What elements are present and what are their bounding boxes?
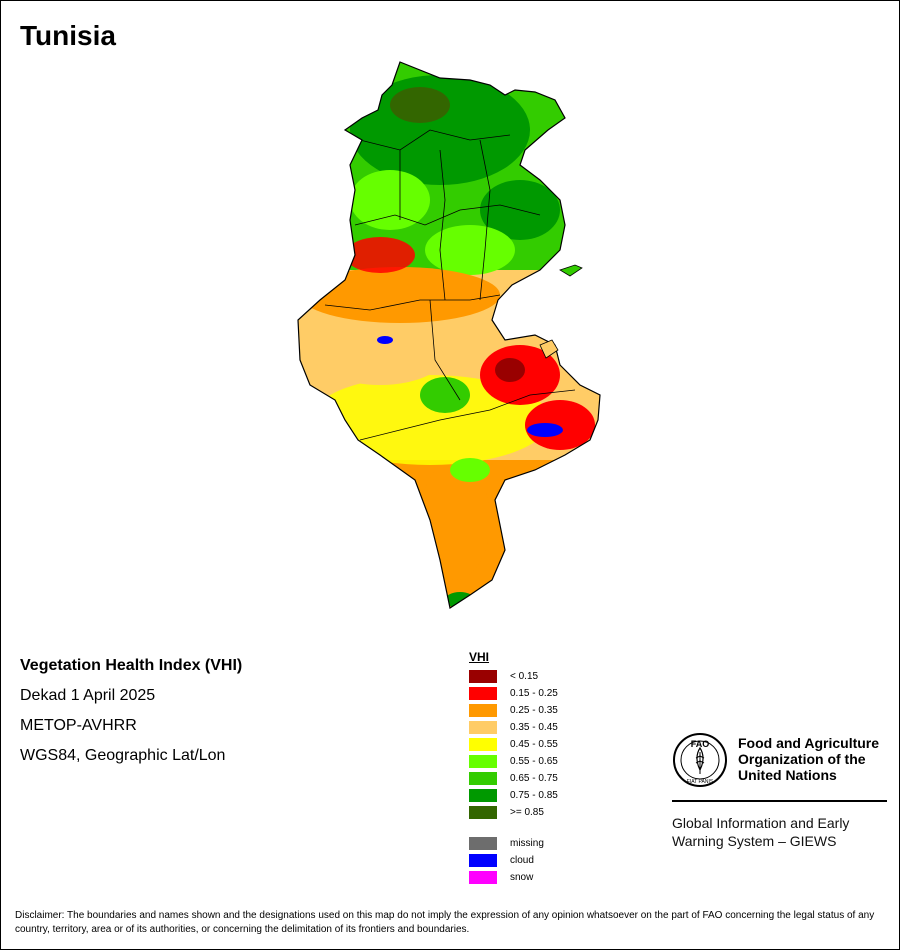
legend-item: 0.35 - 0.45: [469, 719, 558, 736]
legend-title: VHI: [469, 650, 490, 664]
legend-swatch: [469, 721, 497, 734]
legend-swatch: [469, 704, 497, 717]
legend-label: >= 0.85: [510, 807, 544, 818]
legend-label: 0.45 - 0.55: [510, 739, 558, 750]
legend-swatch: [469, 670, 497, 683]
legend-item: 0.75 - 0.85: [469, 787, 558, 804]
legend-item: 0.55 - 0.65: [469, 753, 558, 770]
org-name-line2: Organization of the: [738, 751, 866, 767]
sensor-label: METOP-AVHRR: [20, 717, 137, 734]
period-label: Dekad 1 April 2025: [20, 687, 156, 704]
giews-label: Global Information and Early Warning Sys…: [672, 814, 892, 850]
legend-label: 0.25 - 0.35: [510, 705, 558, 716]
legend-swatch: [469, 854, 497, 867]
legend-label: 0.35 - 0.45: [510, 722, 558, 733]
legend-swatch: [469, 755, 497, 768]
giews-line1: Global Information and Early: [672, 815, 850, 831]
legend-swatch: [469, 789, 497, 802]
org-name-line1: Food and Agriculture: [738, 735, 880, 751]
legend-special: missing cloud snow: [469, 835, 558, 886]
legend-swatch: [469, 687, 497, 700]
organization-name: Food and Agriculture Organization of the…: [738, 735, 898, 783]
map-title: Tunisia: [20, 20, 116, 51]
fao-logo-motto: FIAT PANIS: [687, 779, 714, 785]
fao-logo-icon: FAO FIAT PANIS: [673, 733, 727, 787]
map-info: Vegetation Health Index (VHI) Dekad 1 Ap…: [20, 656, 242, 776]
vhi-map: [297, 61, 601, 609]
legend-swatch: [469, 738, 497, 751]
disclaimer: Disclaimer: The boundaries and names sho…: [15, 910, 875, 935]
legend-item: snow: [469, 869, 558, 886]
legend-item: 0.25 - 0.35: [469, 702, 558, 719]
legend-swatch: [469, 772, 497, 785]
legend-label: 0.75 - 0.85: [510, 790, 558, 801]
legend-swatch: [469, 871, 497, 884]
legend-item: missing: [469, 835, 558, 852]
legend-item: 0.15 - 0.25: [469, 685, 558, 702]
legend-label: missing: [510, 838, 544, 849]
legend-label: snow: [510, 872, 534, 883]
projection-label: WGS84, Geographic Lat/Lon: [20, 747, 226, 764]
legend-item: 0.65 - 0.75: [469, 770, 558, 787]
index-name: Vegetation Health Index (VHI): [20, 657, 243, 674]
legend-label: 0.55 - 0.65: [510, 756, 558, 767]
giews-line2: Warning System – GIEWS: [672, 833, 837, 849]
legend-item: < 0.15: [469, 668, 558, 685]
org-name-line3: United Nations: [738, 767, 837, 783]
legend-swatch: [469, 837, 497, 850]
fao-logo-text: FAO: [691, 739, 710, 749]
legend-classes: < 0.15 0.15 - 0.25 0.25 - 0.35 0.35 - 0.…: [469, 668, 558, 821]
legend-item: >= 0.85: [469, 804, 558, 821]
divider: [672, 800, 887, 802]
legend: VHI < 0.15 0.15 - 0.25 0.25 - 0.35 0.35 …: [469, 650, 558, 886]
legend-item: 0.45 - 0.55: [469, 736, 558, 753]
legend-label: 0.15 - 0.25: [510, 688, 558, 699]
legend-item: cloud: [469, 852, 558, 869]
legend-label: 0.65 - 0.75: [510, 773, 558, 784]
legend-label: < 0.15: [510, 671, 539, 682]
legend-swatch: [469, 806, 497, 819]
legend-label: cloud: [510, 855, 534, 866]
